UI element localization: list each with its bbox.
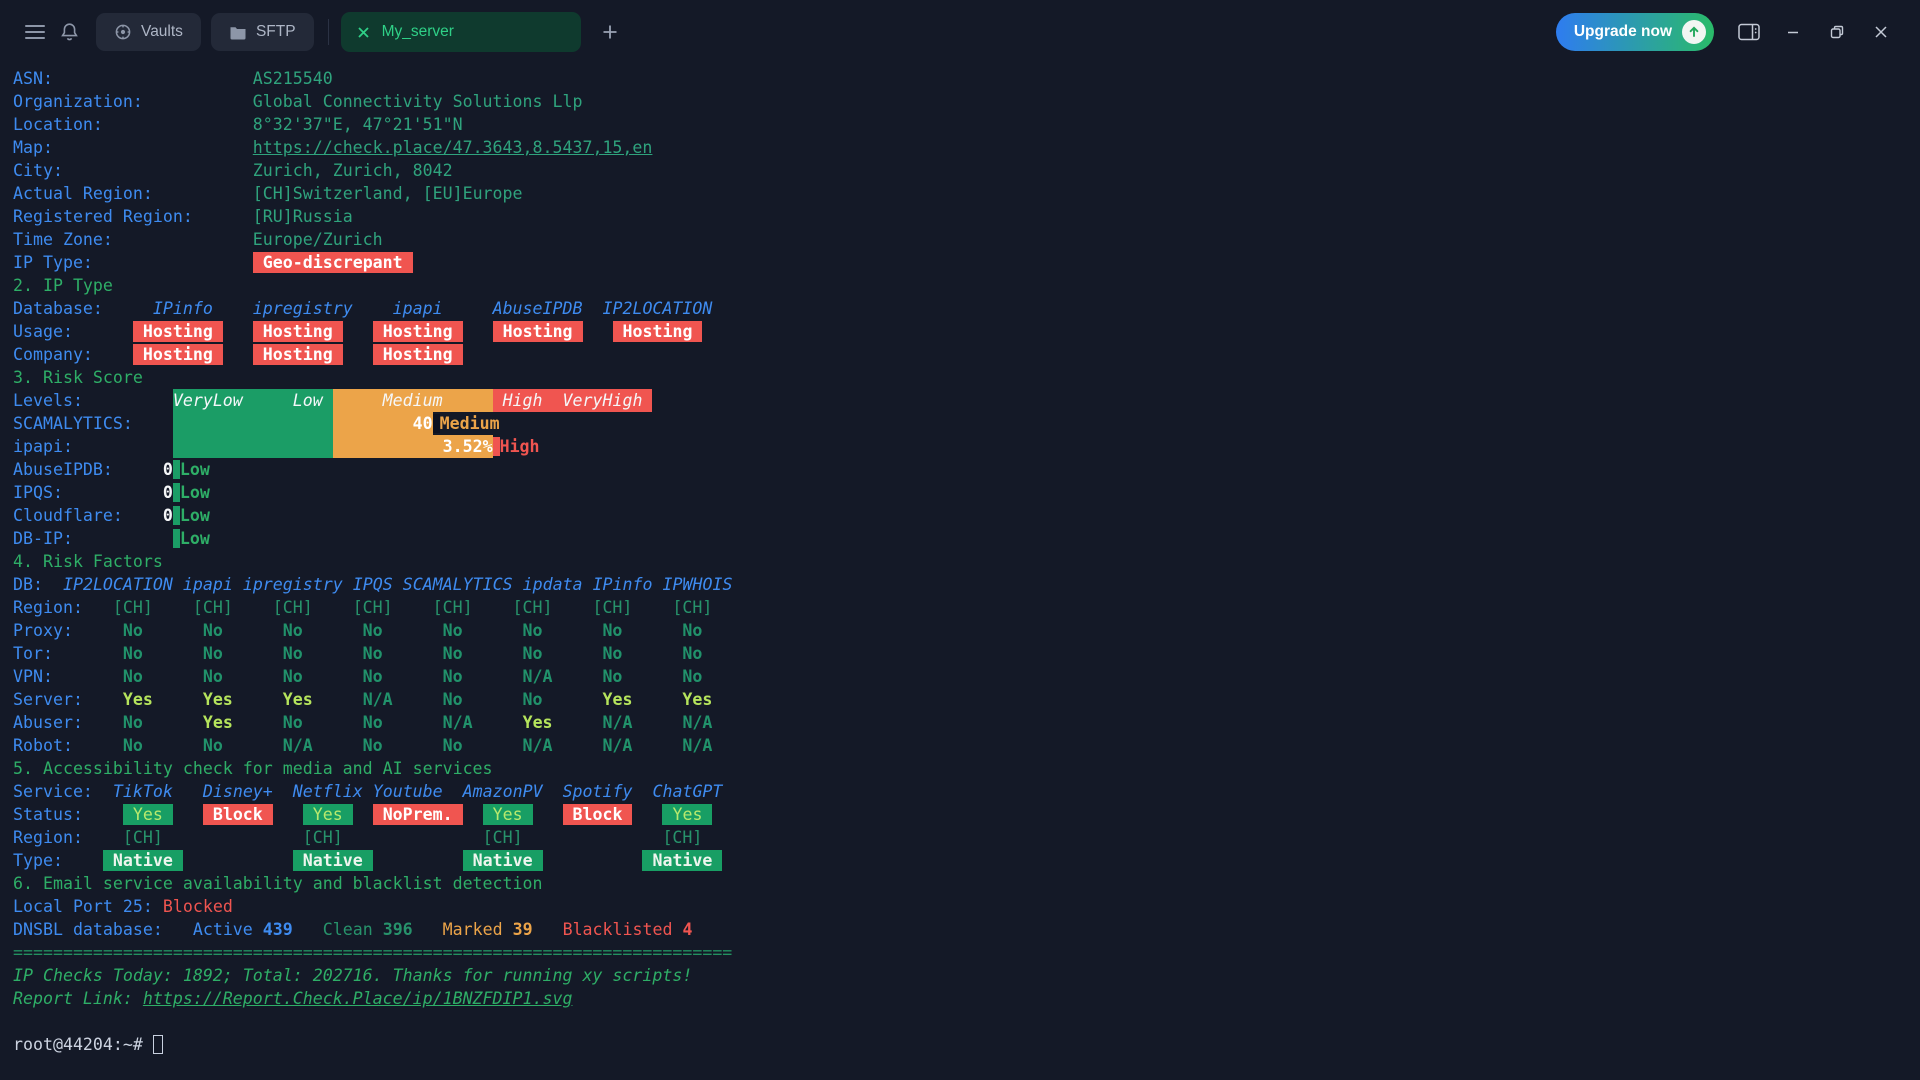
term-line-levels: Levels: VeryLow Low Medium High VeryHigh	[13, 389, 653, 412]
tab-sftp-label: SFTP	[255, 23, 296, 40]
term-line-type-row: Type: Native Native Native Native	[13, 850, 723, 871]
menu-button[interactable]	[18, 15, 52, 49]
term-line-cloudflare-score: Cloudflare: 0 Low	[13, 506, 210, 525]
term-line-ipapi-score: ipapi: 3.52% High	[13, 435, 540, 458]
term-line-footer-report: Report Link: https://Report.Check.Place/…	[13, 989, 573, 1008]
term-line-service-region-row: Region: [CH] [CH] [CH] [CH]	[13, 828, 703, 847]
term-line-section-6: 6. Email service availability and blackl…	[13, 874, 543, 893]
term-line-proxy-row: Proxy: No No No No No No No No	[13, 621, 703, 640]
term-line-abuser-row: Abuser: No Yes No No N/A Yes N/A N/A	[13, 713, 713, 732]
term-line-section-2: 2. IP Type	[13, 276, 113, 295]
hamburger-icon	[25, 25, 45, 39]
term-line-service-header: Service: TikTok Disney+ Netflix Youtube …	[13, 782, 723, 801]
close-icon	[1875, 26, 1887, 38]
titlebar: Vaults SFTP My_server Upgrade now	[0, 0, 1920, 64]
tab-vaults[interactable]: Vaults	[96, 13, 201, 51]
terminal-output: ASN: AS215540 Organization: Global Connec…	[0, 64, 1920, 1056]
term-line-actual-region: Actual Region: [CH]Switzerland, [EU]Euro…	[13, 184, 523, 203]
term-line-city: City: Zurich, Zurich, 8042	[13, 161, 453, 180]
restore-button[interactable]	[1820, 15, 1854, 49]
tab-sftp[interactable]: SFTP	[210, 13, 314, 51]
term-line-ipqs-score: IPQS: 0 Low	[13, 483, 210, 502]
term-line-blank	[13, 1010, 1920, 1033]
minimize-button[interactable]	[1776, 15, 1810, 49]
term-line-dbip-score: DB-IP: Low	[13, 529, 210, 548]
term-line-registered-region: Registered Region: [RU]Russia	[13, 207, 353, 226]
tab-my-server-label: My_server	[381, 23, 454, 40]
folder-icon	[230, 26, 246, 39]
notifications-button[interactable]	[52, 15, 86, 49]
upgrade-arrow-icon	[1682, 20, 1706, 44]
tab-my-server[interactable]: My_server	[340, 12, 581, 52]
restore-icon	[1830, 25, 1844, 39]
term-line-asn: ASN: AS215540	[13, 69, 333, 88]
term-line-section-5: 5. Accessibility check for media and AI …	[13, 759, 493, 778]
plus-icon	[603, 25, 617, 39]
term-line-organization: Organization: Global Connectivity Soluti…	[13, 92, 583, 111]
bell-icon	[60, 23, 78, 41]
tab-vaults-label: Vaults	[141, 23, 183, 40]
term-line-region-row: Region: [CH] [CH] [CH] [CH] [CH] [CH] [C…	[13, 598, 713, 617]
term-line-server-row: Server: Yes Yes Yes N/A No No Yes Yes	[13, 690, 713, 709]
minimize-icon	[1788, 31, 1798, 34]
term-line-scamalytics: SCAMALYTICS: 40 Medium	[13, 412, 500, 435]
upgrade-label: Upgrade now	[1573, 23, 1672, 40]
tab-separator	[327, 19, 329, 45]
term-line-separator: ========================================…	[13, 943, 733, 962]
term-line-vpn-row: VPN: No No No No No N/A No No	[13, 667, 703, 686]
term-line-location: Location: 8°32'37"E, 47°21'51"N	[13, 115, 463, 134]
term-line-db-header: DB: IP2LOCATION ipapi ipregistry IPQS SC…	[13, 575, 733, 594]
term-line-status-row: Status: Yes Block Yes NoPrem. Yes Block …	[13, 804, 713, 825]
sidebar-toggle-icon	[1738, 23, 1760, 41]
term-line-local-port: Local Port 25: Blocked	[13, 897, 233, 916]
term-line-time-zone: Time Zone: Europe/Zurich	[13, 230, 383, 249]
close-button[interactable]	[1864, 15, 1898, 49]
term-line-section-3: 3. Risk Score	[13, 368, 143, 387]
term-line-usage: Usage: Hosting Hosting Hosting Hosting H…	[13, 321, 703, 342]
term-line-abuseipdb-score: AbuseIPDB: 0 Low	[13, 460, 210, 479]
term-line-footer-checks: IP Checks Today: 1892; Total: 202716. Th…	[13, 966, 693, 985]
new-tab-button[interactable]	[593, 15, 627, 49]
term-line-database-header: Database: IPinfo ipregistry ipapi AbuseI…	[13, 299, 713, 318]
term-line-dnsbl: DNSBL database: Active 439 Clean 396 Mar…	[13, 920, 693, 939]
term-line-ip-type: IP Type: Geo-discrepant	[13, 252, 413, 273]
report-link[interactable]: https://Report.Check.Place/ip/1BNZFDIP1.…	[142, 989, 573, 1008]
vault-icon	[115, 24, 131, 40]
term-line-robot-row: Robot: No No N/A No No N/A N/A N/A	[13, 736, 713, 755]
term-line-company: Company: Hosting Hosting Hosting	[13, 344, 463, 365]
terminal-cursor[interactable]	[152, 1035, 163, 1054]
map-link[interactable]: https://check.place/47.3643,8.5437,15,en	[252, 138, 653, 157]
close-tab-icon[interactable]	[357, 26, 370, 39]
term-line-section-4: 4. Risk Factors	[13, 552, 163, 571]
sidebar-toggle-button[interactable]	[1732, 15, 1766, 49]
upgrade-button[interactable]: Upgrade now	[1555, 13, 1714, 51]
term-line-map: Map: https://check.place/47.3643,8.5437,…	[13, 138, 653, 157]
term-line-tor-row: Tor: No No No No No No No No	[13, 644, 703, 663]
term-line-prompt: root@44204:~#	[13, 1033, 1920, 1056]
